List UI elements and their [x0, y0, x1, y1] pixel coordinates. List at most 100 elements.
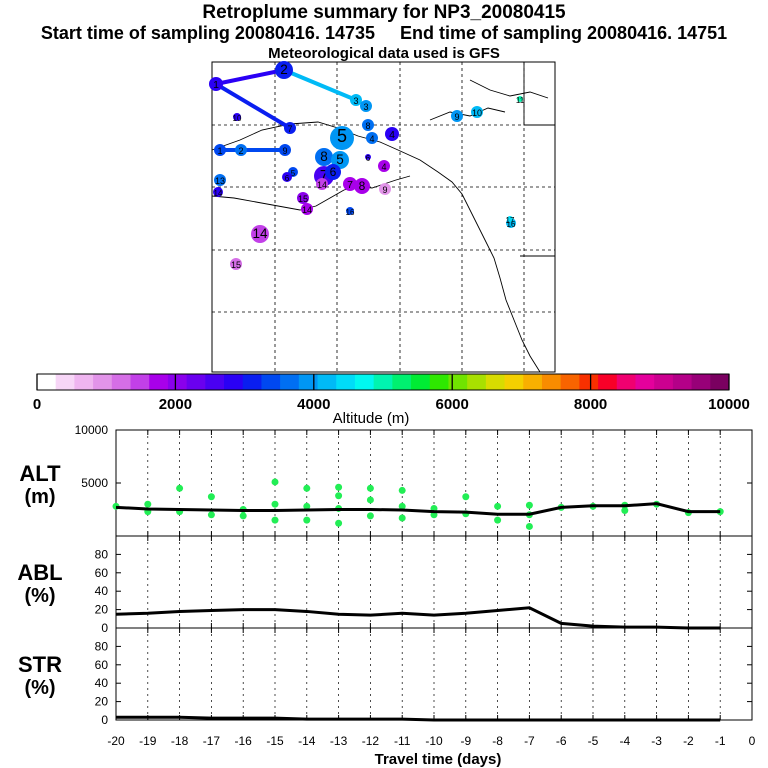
colorbar-cell — [635, 374, 655, 390]
sampling-times: Start time of sampling 20080416. 14735 E… — [0, 23, 768, 44]
colorbar-cell — [167, 374, 188, 390]
trajectory-label: 6 — [330, 165, 337, 179]
colorbar-cell — [392, 374, 412, 390]
x-tick-label: -5 — [588, 734, 599, 748]
scatter-point — [366, 496, 374, 504]
scatter-point — [494, 502, 502, 510]
x-tick-label: -3 — [651, 734, 662, 748]
colorbar-cell — [242, 374, 262, 390]
colorbar-cell — [448, 374, 468, 390]
trajectory-marker — [354, 178, 370, 194]
trajectory-label: 11 — [516, 96, 525, 105]
trajectory-label: 3 — [363, 102, 368, 112]
colorbar-cells — [37, 374, 730, 390]
colorbar-cell — [93, 374, 113, 390]
trajectory-label: 14 — [252, 226, 268, 241]
trajectory-label: 14 — [317, 180, 327, 190]
trajectory-marker — [451, 110, 463, 122]
scatter-point — [271, 478, 279, 486]
colorbar-cell — [373, 374, 393, 390]
series-line — [116, 715, 721, 722]
colorbar-tick-label: 8000 — [574, 396, 607, 413]
trajectory-marker — [275, 61, 293, 79]
y-tick-label: 40 — [95, 584, 109, 598]
x-tick-label: -11 — [394, 734, 411, 748]
colorbar-tick-label: 2000 — [159, 396, 192, 413]
panel-unit: (m) — [24, 486, 55, 508]
x-tick-label: -1 — [715, 734, 726, 748]
x-tick-label: 0 — [749, 734, 756, 748]
trajectory-label: 8 — [365, 121, 370, 131]
colorbar-cell — [261, 374, 281, 390]
trajectory-label: 9 — [382, 185, 387, 195]
colorbar-ticks: 0 2000 4000 6000 8000 10000 — [33, 374, 750, 413]
trajectory-marker — [362, 119, 374, 131]
panel-title: ABL — [17, 560, 62, 585]
trajectory-label: 5 — [291, 169, 296, 178]
colorbar-cell — [485, 374, 506, 390]
panel-title: ALT — [19, 461, 61, 486]
trajectory-marker — [507, 216, 513, 222]
trajectory-label: 7 — [287, 124, 292, 134]
colorbar-cell — [298, 374, 319, 390]
trajectory-marker — [365, 154, 371, 160]
colorbar-cell — [710, 374, 730, 390]
trajectory-marker — [385, 127, 399, 141]
trajectory-marker — [297, 192, 309, 204]
trajectory-marker — [214, 174, 226, 186]
trajectory-label: 15 — [231, 260, 241, 270]
trajectory-marker — [350, 94, 362, 106]
scatter-point — [335, 492, 343, 500]
scatter-point — [176, 484, 184, 492]
trajectory-marker — [251, 225, 269, 243]
trajectory-marker — [379, 183, 391, 195]
x-tick-label: -18 — [171, 734, 189, 748]
colorbar-cell — [429, 374, 449, 390]
trajectory-label: 17 — [506, 216, 515, 225]
trajectory-label: 4 — [381, 162, 386, 172]
trajectory-path — [283, 68, 357, 102]
x-tick-label: -20 — [107, 734, 125, 748]
colorbar-tick-label: 6000 — [436, 396, 469, 413]
scatter-point — [494, 516, 502, 524]
colorbar-cell — [74, 374, 94, 390]
x-tick-label: -17 — [203, 734, 221, 748]
scatter-point — [271, 516, 279, 524]
x-tick-label: -7 — [524, 734, 535, 748]
trajectory-marker — [360, 100, 372, 112]
trajectory-marker — [233, 113, 241, 121]
colorbar-cell — [541, 374, 562, 390]
trajectory-label: 9 — [454, 112, 459, 122]
x-tick-label: -19 — [139, 734, 157, 748]
colorbar-cell — [149, 374, 169, 390]
y-tick-label: 60 — [95, 566, 109, 580]
trajectory-marker — [301, 203, 313, 215]
x-tick-label: -12 — [362, 734, 380, 748]
colorbar-cell — [317, 374, 337, 390]
colorbar-cell — [411, 374, 431, 390]
trajectory-label: 8 — [359, 179, 366, 193]
trajectory-label: 6 — [366, 154, 371, 163]
scatter-point — [271, 500, 279, 508]
trajectory-label: 16 — [507, 220, 516, 229]
met-data-label: Meteorological data used is GFS — [268, 45, 500, 62]
trajectory-label: 16 — [346, 208, 355, 217]
scatter-point — [366, 512, 374, 520]
colorbar-cell — [55, 374, 75, 390]
trajectory-label: 13 — [215, 176, 225, 186]
scatter-point — [335, 519, 343, 527]
colorbar-cell — [672, 374, 693, 390]
colorbar-cell — [691, 374, 711, 390]
x-tick-label: -2 — [683, 734, 694, 748]
panel-unit: (%) — [24, 585, 55, 607]
scatter-point — [398, 486, 406, 494]
scatter-point — [303, 484, 311, 492]
trajectory-label: 10 — [233, 114, 242, 123]
scatter-point — [366, 484, 374, 492]
time-series-panels: 500010000ALT(m)020406080ABL(%)020406080S… — [17, 423, 755, 768]
trajectory-label: 5 — [337, 126, 347, 146]
y-tick-label: 20 — [95, 695, 109, 709]
trajectory-marker — [213, 187, 223, 197]
